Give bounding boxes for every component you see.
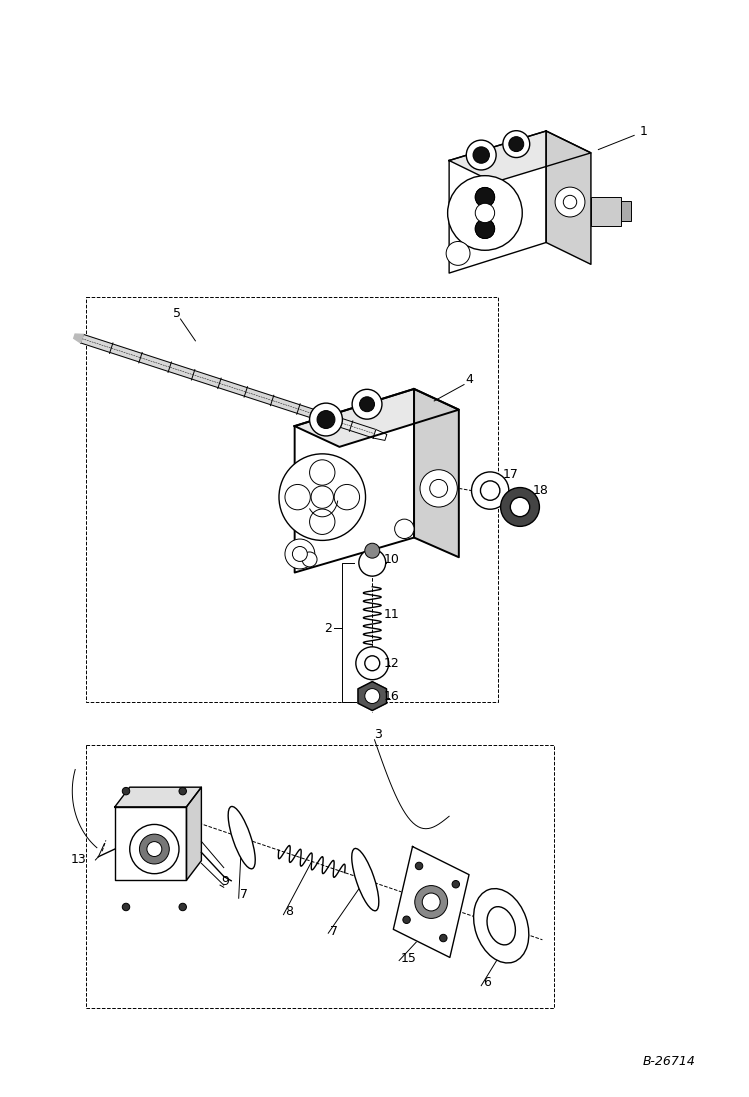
Circle shape [555, 188, 585, 217]
Circle shape [360, 397, 374, 411]
FancyBboxPatch shape [591, 196, 621, 226]
Circle shape [334, 485, 360, 510]
Circle shape [480, 480, 500, 500]
Text: 10: 10 [383, 553, 399, 566]
Circle shape [122, 788, 130, 795]
Ellipse shape [352, 848, 379, 911]
Polygon shape [115, 807, 187, 880]
Text: 7: 7 [330, 925, 338, 938]
Polygon shape [414, 389, 459, 557]
Circle shape [415, 885, 448, 918]
Polygon shape [373, 430, 386, 440]
Circle shape [510, 497, 530, 517]
Text: 7: 7 [240, 889, 248, 902]
Polygon shape [294, 389, 414, 573]
Circle shape [422, 893, 440, 911]
Circle shape [476, 219, 494, 238]
Polygon shape [358, 681, 386, 711]
Ellipse shape [487, 906, 515, 945]
Circle shape [352, 389, 382, 419]
Circle shape [365, 656, 380, 670]
Circle shape [500, 487, 539, 527]
Text: 11: 11 [383, 608, 399, 621]
Polygon shape [449, 131, 546, 273]
Text: 1: 1 [640, 124, 647, 137]
Text: 16: 16 [383, 690, 399, 702]
Polygon shape [187, 788, 201, 880]
Text: B-26714: B-26714 [643, 1054, 695, 1067]
Circle shape [302, 552, 317, 567]
Polygon shape [81, 335, 376, 438]
FancyBboxPatch shape [621, 201, 631, 220]
Circle shape [147, 841, 162, 857]
Circle shape [139, 834, 169, 864]
Circle shape [285, 539, 315, 569]
Circle shape [179, 903, 187, 911]
Circle shape [403, 916, 410, 924]
Circle shape [452, 881, 460, 887]
Text: 5: 5 [173, 307, 181, 320]
Circle shape [420, 470, 458, 507]
Circle shape [446, 241, 470, 265]
Polygon shape [115, 788, 201, 807]
Circle shape [122, 903, 130, 911]
Circle shape [292, 546, 307, 562]
Polygon shape [393, 847, 469, 958]
Circle shape [472, 472, 509, 509]
Circle shape [509, 137, 524, 151]
Circle shape [415, 862, 422, 870]
Circle shape [285, 485, 310, 510]
Circle shape [563, 195, 577, 208]
Circle shape [309, 509, 335, 534]
Circle shape [359, 550, 386, 576]
Circle shape [279, 454, 366, 541]
Circle shape [309, 460, 335, 485]
Polygon shape [73, 335, 83, 343]
Text: 17: 17 [503, 467, 519, 480]
Circle shape [309, 403, 342, 436]
Ellipse shape [228, 806, 255, 869]
Text: 9: 9 [222, 875, 229, 889]
Circle shape [473, 147, 489, 163]
Circle shape [430, 479, 448, 497]
Circle shape [475, 188, 494, 207]
Text: 13: 13 [71, 853, 87, 867]
Circle shape [395, 519, 414, 539]
Circle shape [475, 219, 494, 238]
Circle shape [503, 131, 530, 158]
Text: 2: 2 [324, 622, 332, 635]
Circle shape [467, 140, 496, 170]
Circle shape [365, 689, 380, 703]
Circle shape [179, 788, 187, 795]
Text: 3: 3 [374, 727, 383, 740]
Circle shape [317, 410, 335, 429]
Circle shape [475, 203, 494, 223]
Circle shape [365, 543, 380, 558]
Text: 18: 18 [533, 484, 548, 497]
Text: 4: 4 [466, 373, 473, 386]
Text: 6: 6 [482, 976, 491, 988]
Ellipse shape [473, 889, 529, 963]
Text: 15: 15 [401, 952, 416, 965]
Polygon shape [449, 131, 591, 182]
Text: 8: 8 [285, 905, 293, 918]
Polygon shape [546, 131, 591, 264]
Text: 12: 12 [383, 657, 399, 670]
Circle shape [311, 486, 333, 508]
Circle shape [356, 647, 389, 680]
Circle shape [440, 935, 447, 941]
Circle shape [130, 825, 179, 873]
Circle shape [448, 176, 522, 250]
Polygon shape [294, 389, 459, 446]
Circle shape [476, 188, 494, 207]
